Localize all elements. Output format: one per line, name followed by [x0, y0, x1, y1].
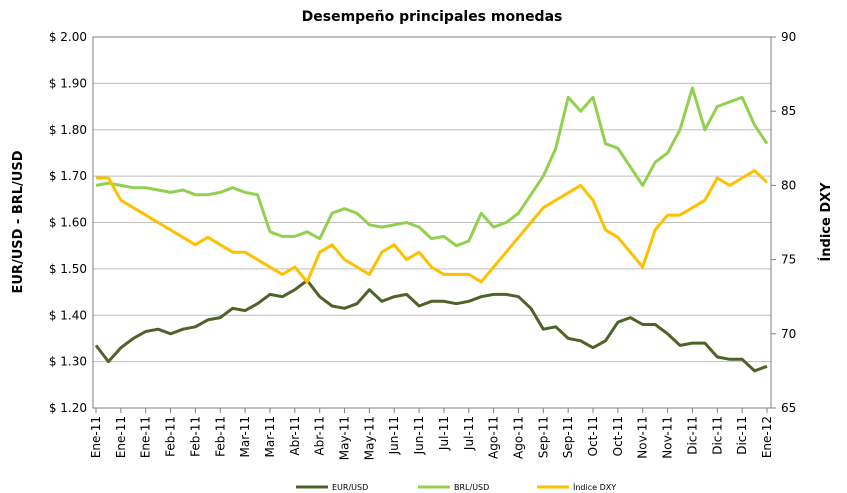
x-tick-label: Feb-11 [213, 416, 227, 457]
y2-tick-label: 90 [781, 30, 796, 44]
y-tick-label: $ 1.50 [49, 262, 87, 276]
x-tick-label: Ene-11 [139, 416, 153, 458]
x-tick-label: May-11 [338, 416, 352, 460]
y2-tick-label: 65 [781, 401, 796, 415]
x-tick-label: Ene-12 [760, 416, 774, 458]
y2-tick-label: 80 [781, 178, 796, 192]
x-tick-label: Oct-11 [611, 416, 625, 456]
y-tick-label: $ 1.70 [49, 169, 87, 183]
legend-label: Índice DXY [573, 481, 616, 492]
x-tick-label: Nov-11 [636, 416, 650, 459]
x-tick-label: Dic-11 [710, 416, 724, 455]
legend-label: BRL/USD [454, 483, 489, 492]
y-tick-label: $ 1.80 [49, 123, 87, 137]
x-tick-label: Jun-11 [387, 416, 401, 455]
y-tick-label: $ 1.20 [49, 401, 87, 415]
x-tick-label: Mar-11 [238, 416, 252, 457]
y2-axis-label: Índice DXY [818, 182, 834, 262]
y2-tick-label: 75 [781, 253, 796, 267]
x-tick-label: Mar-11 [263, 416, 277, 457]
series-line [96, 169, 769, 284]
x-tick-label: Ene-11 [89, 416, 103, 458]
series-line [95, 86, 769, 248]
y-tick-label: $ 1.30 [49, 355, 87, 369]
x-tick-label: Abr-11 [288, 416, 302, 456]
y-tick-label: $ 1.90 [49, 76, 87, 90]
x-tick-label: Jul-11 [462, 416, 476, 451]
y2-tick-label: 85 [781, 104, 796, 118]
x-tick-label: Feb-11 [188, 416, 202, 457]
y-axis-label: EUR/USD - BRL/USD [11, 150, 26, 293]
x-tick-label: Nov-11 [661, 416, 675, 459]
y-tick-label: $ 1.60 [49, 216, 87, 230]
x-tick-label: Ago-11 [487, 416, 501, 459]
series-line [94, 279, 768, 373]
x-tick-label: Ago-11 [511, 416, 525, 459]
plot-frame [92, 36, 772, 409]
x-tick-label: Feb-11 [164, 416, 178, 457]
x-tick-label: Dic-11 [685, 416, 699, 455]
y-tick-label: $ 2.00 [49, 30, 87, 44]
x-tick-label: Ene-11 [114, 416, 128, 458]
x-tick-label: Sep-11 [536, 416, 550, 458]
x-tick-label: Dic-11 [735, 416, 749, 455]
y2-tick-label: 70 [781, 327, 796, 341]
legend-label: EUR/USD [332, 483, 368, 492]
y-tick-label: $ 1.40 [49, 308, 87, 322]
x-tick-label: Oct-11 [586, 416, 600, 456]
chart-title: Desempeño principales monedas [302, 9, 563, 25]
x-tick-label: Jul-11 [437, 416, 451, 451]
x-tick-label: Sep-11 [561, 416, 575, 458]
x-tick-label: May-11 [362, 416, 376, 460]
x-tick-label: Jun-11 [412, 416, 426, 455]
x-tick-label: Abr-11 [313, 416, 327, 456]
